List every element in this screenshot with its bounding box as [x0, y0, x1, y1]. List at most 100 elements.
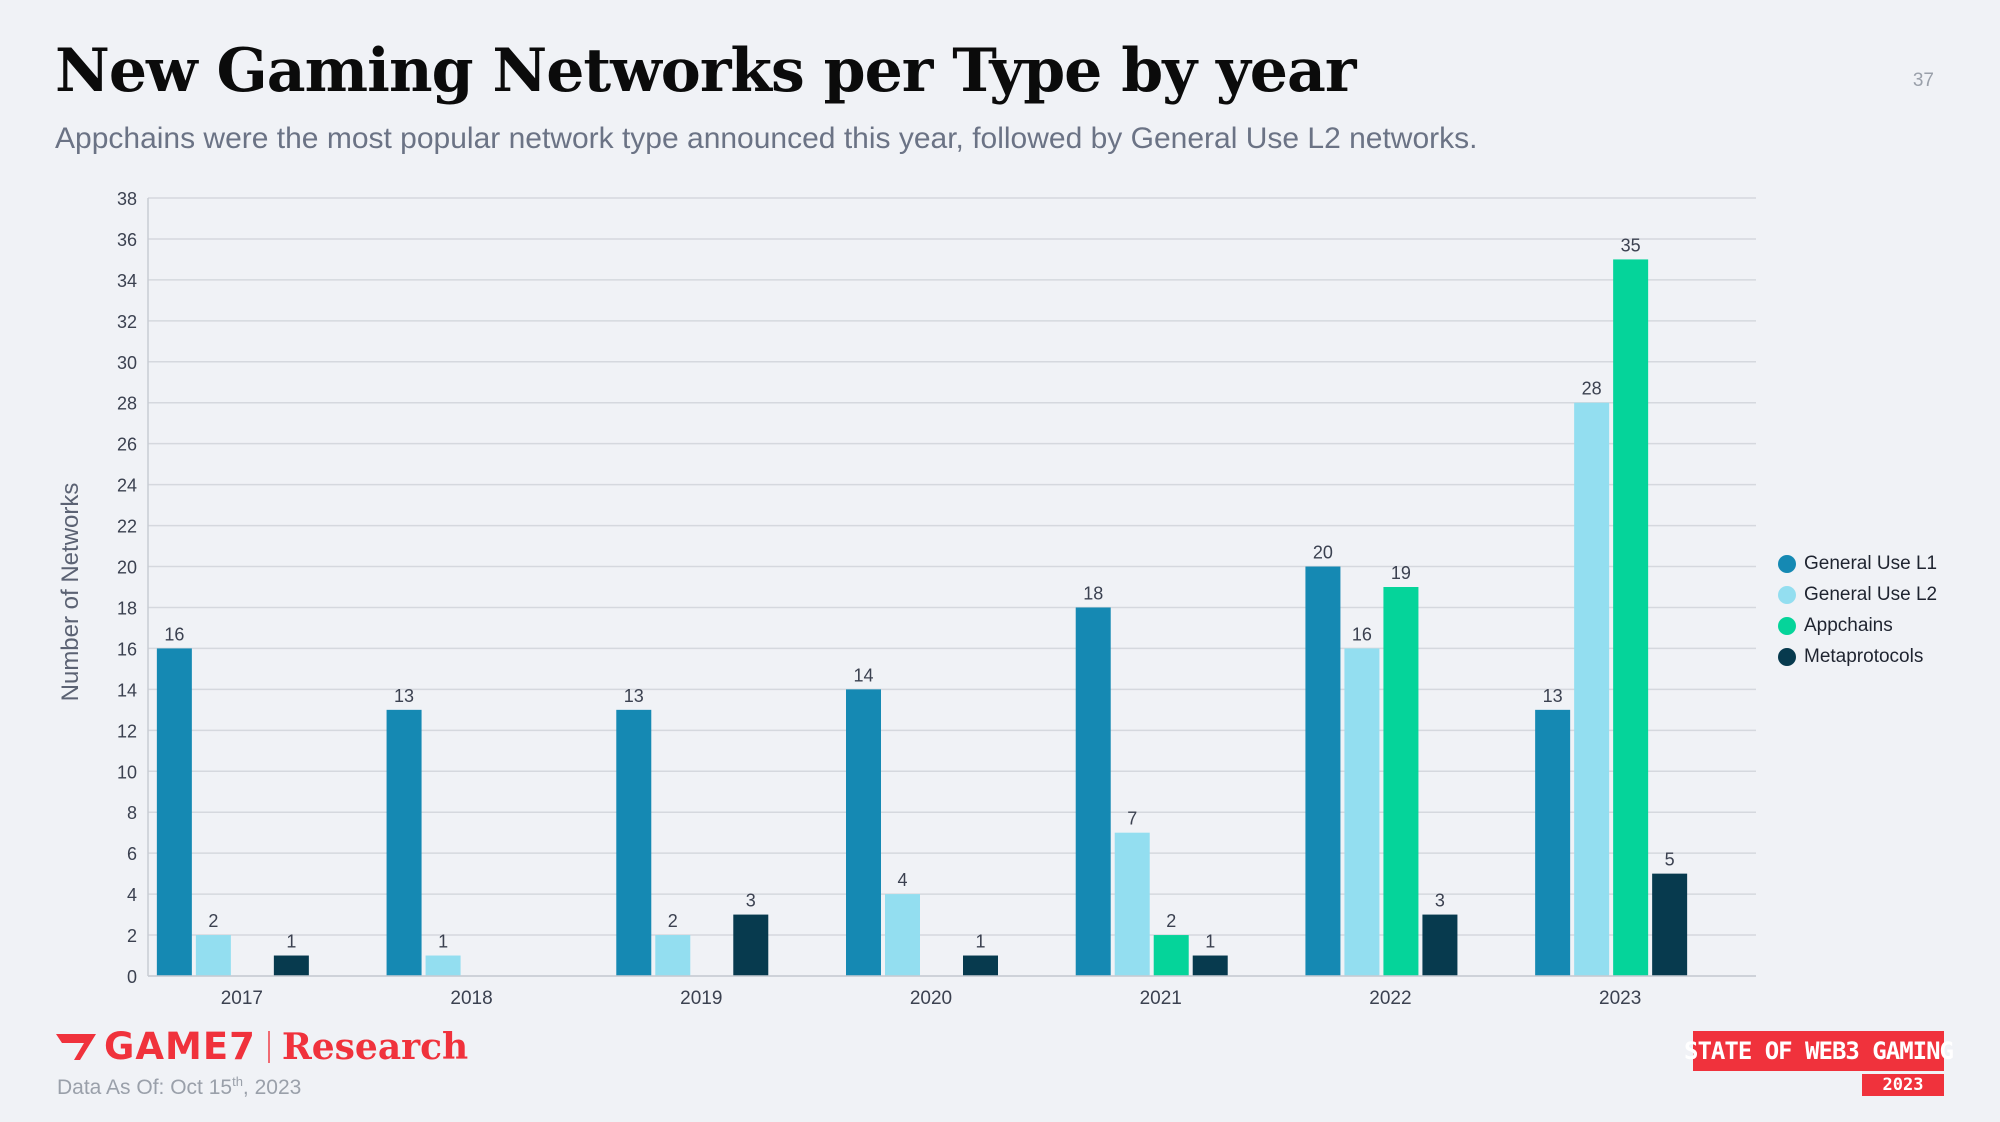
legend-item-appchains: Appchains	[1778, 610, 1937, 641]
bar	[1153, 935, 1189, 976]
x-tick-label: 2022	[1369, 988, 1411, 1009]
legend-item-general-use-l1: General Use L1	[1778, 548, 1937, 579]
y-tick-label: 18	[117, 598, 137, 618]
data-label: 4	[897, 870, 907, 890]
y-tick-label: 30	[117, 353, 137, 373]
x-tick-label: 2019	[680, 988, 722, 1009]
data-label: 1	[975, 932, 985, 952]
game7-chevron-icon	[56, 1033, 96, 1060]
legend-label: Appchains	[1804, 614, 1893, 636]
data-label: 16	[164, 624, 184, 644]
y-tick-label: 6	[127, 844, 137, 864]
data-label: 5	[1665, 850, 1675, 870]
state-of-web3-gaming-year: 2023	[1862, 1074, 1944, 1096]
y-tick-label: 14	[117, 680, 137, 700]
data-label: 18	[1083, 583, 1103, 603]
bar	[846, 689, 881, 976]
legend-swatch-general-use-l2	[1778, 585, 1796, 604]
data-label: 1	[438, 932, 448, 952]
data-label: 7	[1127, 809, 1137, 829]
bar	[1114, 832, 1150, 976]
data-label: 3	[746, 891, 756, 911]
x-tick-label: 2021	[1140, 988, 1182, 1009]
y-tick-label: 10	[117, 762, 137, 782]
x-tick-label: 2017	[221, 988, 263, 1009]
data-as-of-note: Data As Of: Oct 15th, 2023	[57, 1074, 302, 1099]
y-axis-label: Number of Networks	[57, 483, 84, 702]
data-label: 13	[394, 686, 414, 706]
bar	[1305, 566, 1341, 976]
bar	[1652, 873, 1688, 976]
legend-item-general-use-l2: General Use L2	[1778, 579, 1937, 610]
bar	[733, 914, 769, 976]
bar	[1344, 648, 1380, 976]
bar	[1613, 259, 1649, 977]
y-tick-label: 22	[117, 517, 137, 537]
y-tick-label: 0	[127, 967, 137, 987]
y-tick-label: 24	[117, 476, 137, 496]
data-label: 13	[1543, 686, 1563, 706]
bar	[1574, 402, 1610, 977]
data-label: 2	[668, 911, 678, 931]
y-tick-label: 20	[117, 558, 137, 578]
bar	[195, 935, 231, 976]
state-of-web3-gaming-wordmark: STATE OF WEB3 GAMING	[1684, 1031, 1954, 1071]
x-tick-label: 2020	[910, 988, 952, 1009]
data-label: 2	[208, 911, 218, 931]
data-label: 20	[1313, 543, 1333, 563]
chart-subtitle: Appchains were the most popular network …	[55, 122, 1478, 155]
y-tick-label: 16	[117, 639, 137, 659]
data-label: 16	[1352, 624, 1372, 644]
data-label: 1	[286, 932, 296, 952]
bar	[1383, 587, 1419, 976]
data-label: 1	[1205, 932, 1215, 952]
bar	[273, 955, 309, 976]
bar	[616, 709, 652, 976]
logo-divider	[267, 1030, 270, 1063]
legend-label: General Use L1	[1804, 552, 1938, 574]
game7-wordmark: GAME7	[104, 1025, 256, 1068]
data-label: 3	[1435, 891, 1445, 911]
y-tick-label: 26	[117, 435, 137, 455]
y-tick-label: 12	[117, 721, 137, 741]
y-tick-label: 4	[127, 885, 137, 905]
legend-swatch-general-use-l1	[1778, 554, 1796, 573]
bar	[963, 955, 998, 976]
y-tick-label: 8	[127, 803, 137, 823]
chart-legend: General Use L1 General Use L2 Appchains …	[1778, 548, 1937, 672]
legend-label: General Use L2	[1804, 583, 1938, 605]
bar	[1192, 955, 1228, 976]
bar	[425, 955, 461, 976]
data-label: 13	[624, 686, 644, 706]
legend-item-metaprotocols: Metaprotocols	[1778, 641, 1937, 672]
y-tick-label: 28	[117, 394, 137, 414]
research-wordmark: Research	[281, 1025, 469, 1068]
bar	[1075, 607, 1111, 976]
bar	[885, 894, 920, 976]
data-label: 14	[853, 665, 873, 685]
bar	[1422, 914, 1458, 976]
page-number: 37	[1912, 70, 1934, 91]
state-of-web3-gaming-logo: STATE OF WEB3 GAMING 2023	[1684, 1031, 1954, 1096]
chart-title: New Gaming Networks per Type by year	[55, 36, 1356, 106]
y-tick-label: 34	[117, 271, 137, 291]
data-label: 35	[1621, 235, 1641, 255]
legend-swatch-metaprotocols	[1778, 647, 1796, 666]
data-label: 19	[1391, 563, 1411, 583]
legend-label: Metaprotocols	[1804, 645, 1924, 667]
bar	[1535, 709, 1571, 976]
legend-swatch-appchains	[1778, 616, 1796, 635]
y-tick-label: 32	[117, 312, 137, 332]
x-tick-label: 2018	[450, 988, 492, 1009]
y-tick-label: 2	[127, 926, 137, 946]
y-tick-label: 36	[117, 230, 137, 250]
data-label: 28	[1582, 379, 1602, 399]
game7-research-logo: GAME7 Research	[56, 1025, 468, 1068]
y-tick-label: 38	[117, 189, 137, 209]
bar	[386, 709, 422, 976]
data-label: 2	[1166, 911, 1176, 931]
x-tick-label: 2023	[1599, 988, 1641, 1009]
bar	[655, 935, 691, 976]
bar	[156, 648, 192, 976]
